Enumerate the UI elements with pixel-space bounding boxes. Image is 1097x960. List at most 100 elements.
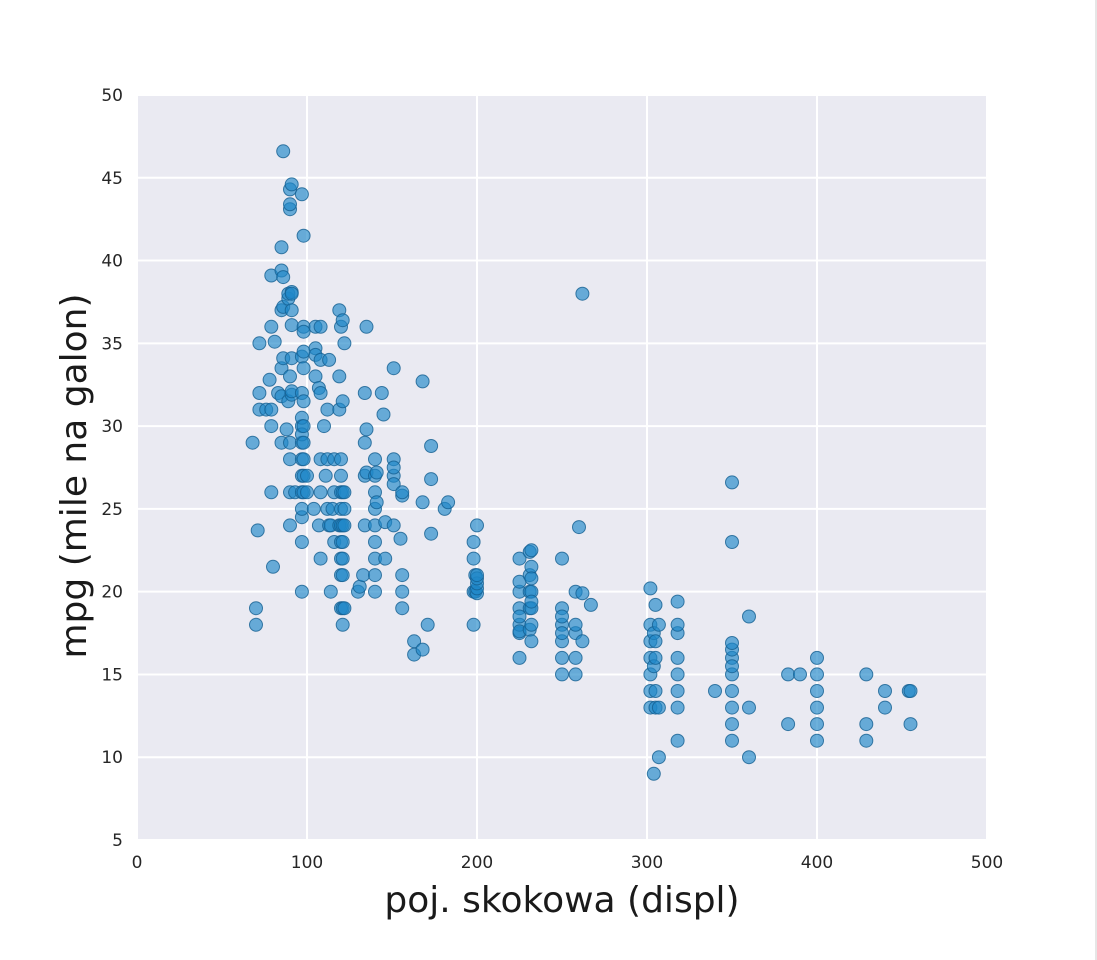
data-point — [369, 465, 384, 480]
data-point — [395, 568, 410, 583]
data-point — [284, 286, 299, 301]
data-point — [337, 518, 352, 533]
data-point — [335, 617, 350, 632]
data-point — [294, 501, 309, 516]
data-point — [266, 559, 280, 574]
data-point — [512, 609, 527, 624]
x-tick-label: 500 — [971, 853, 1003, 873]
data-point — [264, 485, 279, 500]
data-point — [357, 386, 372, 400]
data-point — [555, 650, 569, 665]
data-point — [264, 402, 279, 417]
data-point — [352, 579, 367, 594]
data-point — [245, 435, 260, 450]
data-point — [670, 594, 685, 609]
data-point — [337, 601, 352, 616]
data-point — [296, 452, 311, 467]
data-point — [393, 531, 408, 546]
data-point — [357, 435, 372, 450]
data-points — [245, 144, 918, 781]
data-point — [708, 684, 722, 698]
data-point — [568, 650, 583, 665]
data-point — [296, 228, 311, 243]
data-point — [283, 197, 297, 212]
data-point — [374, 386, 389, 400]
y-tick-label: 25 — [101, 500, 123, 520]
data-point — [249, 617, 263, 632]
data-point — [524, 594, 539, 609]
data-point — [415, 495, 430, 510]
data-point — [279, 422, 294, 437]
data-point — [725, 475, 739, 490]
data-point — [859, 667, 874, 682]
data-point — [568, 667, 583, 682]
data-point — [335, 394, 350, 409]
data-point — [420, 617, 435, 632]
data-point — [267, 334, 282, 349]
data-point — [335, 313, 350, 328]
data-point — [395, 485, 410, 500]
data-point — [670, 650, 685, 665]
data-point — [725, 535, 739, 549]
data-point — [294, 535, 309, 549]
data-point — [395, 584, 410, 599]
data-point — [313, 485, 328, 500]
data-point — [670, 667, 685, 682]
data-point — [415, 642, 430, 657]
data-point — [742, 609, 756, 624]
data-point — [575, 586, 590, 601]
data-point — [878, 700, 892, 715]
data-point — [306, 501, 321, 516]
data-point — [323, 584, 338, 599]
data-point — [296, 361, 311, 376]
data-point — [878, 684, 892, 698]
data-point — [294, 187, 309, 202]
y-tick-label: 15 — [101, 665, 123, 685]
data-point — [859, 733, 874, 748]
data-point — [810, 684, 824, 698]
data-point — [308, 369, 323, 384]
data-point — [725, 659, 739, 674]
data-point — [284, 318, 299, 333]
data-point — [524, 634, 539, 649]
data-point — [368, 584, 382, 599]
data-point — [296, 324, 311, 339]
data-point — [386, 361, 401, 376]
data-point — [274, 240, 289, 255]
data-point — [648, 650, 663, 665]
data-point — [441, 495, 456, 510]
data-point — [359, 319, 374, 334]
data-point — [470, 518, 484, 533]
x-tick-label: 100 — [291, 853, 323, 873]
data-point — [670, 733, 685, 748]
data-point — [424, 472, 439, 487]
y-tick-label: 5 — [112, 831, 123, 851]
data-point — [575, 286, 590, 301]
data-point — [555, 609, 569, 624]
data-point — [283, 435, 297, 450]
data-point — [395, 601, 410, 616]
data-point — [262, 372, 277, 387]
x-axis-title: poj. skokowa (displ) — [384, 880, 739, 921]
data-point — [313, 386, 328, 400]
data-point — [470, 568, 484, 583]
data-point — [317, 419, 331, 434]
data-point — [320, 402, 335, 417]
data-point — [359, 422, 374, 437]
data-point — [264, 319, 279, 334]
data-point — [742, 700, 756, 715]
data-point — [725, 700, 739, 715]
data-point — [264, 419, 279, 434]
data-point — [368, 568, 382, 583]
data-point — [335, 551, 350, 566]
data-point — [322, 352, 337, 367]
x-tick-label: 0 — [132, 853, 143, 873]
data-point — [793, 667, 807, 682]
data-point — [337, 336, 352, 351]
data-point — [524, 617, 539, 632]
y-tick-label: 30 — [101, 417, 123, 437]
data-point — [318, 468, 333, 483]
data-point — [283, 369, 297, 384]
data-point — [300, 468, 314, 483]
